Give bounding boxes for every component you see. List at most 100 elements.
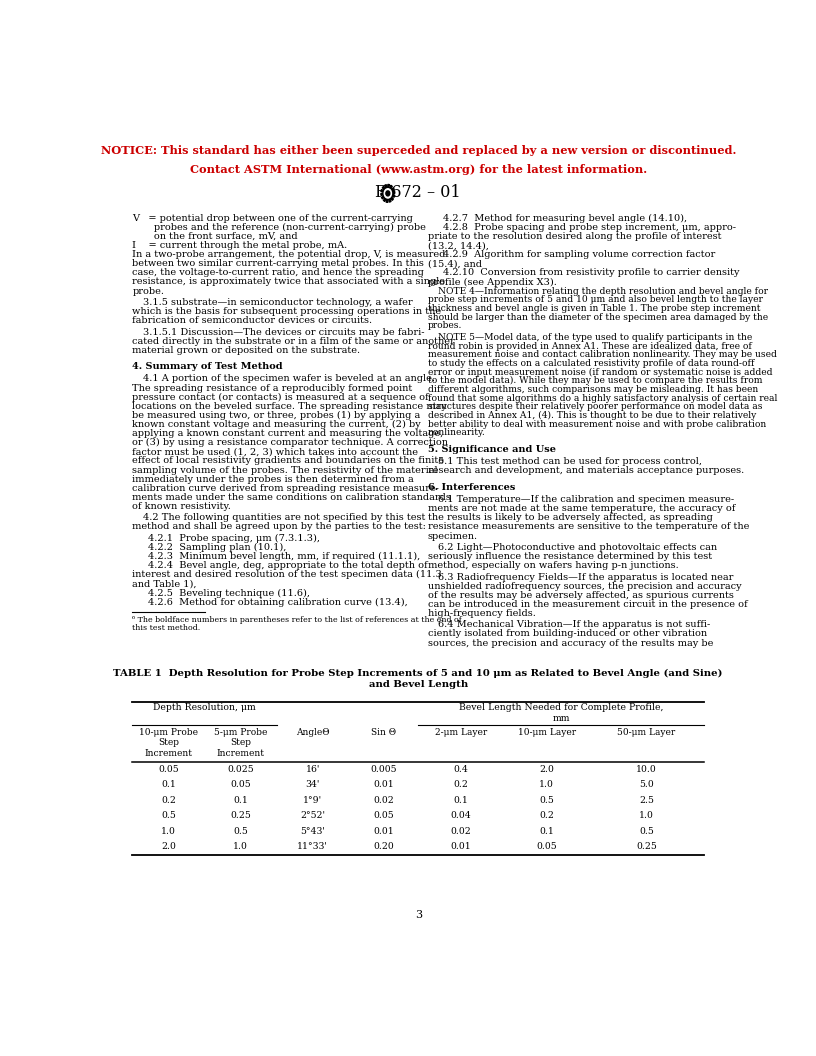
Text: 0.04: 0.04 bbox=[450, 811, 472, 821]
Text: 0.1: 0.1 bbox=[161, 780, 175, 790]
Text: 6.1 Temperature—If the calibration and specimen measure-: 6.1 Temperature—If the calibration and s… bbox=[438, 495, 734, 504]
Text: 4. Summary of Test Method: 4. Summary of Test Method bbox=[132, 362, 283, 371]
Text: 2.0: 2.0 bbox=[161, 843, 175, 851]
Text: 16': 16' bbox=[305, 765, 320, 774]
Text: ciently isolated from building-induced or other vibration: ciently isolated from building-induced o… bbox=[428, 629, 707, 639]
Text: thickness and bevel angle is given in Table 1. The probe step increment: thickness and bevel angle is given in Ta… bbox=[428, 304, 761, 313]
Text: ments are not made at the same temperature, the accuracy of: ments are not made at the same temperatu… bbox=[428, 504, 735, 513]
Text: AngleΘ: AngleΘ bbox=[295, 728, 330, 737]
Text: 4.2.2  Sampling plan (10.1),: 4.2.2 Sampling plan (10.1), bbox=[148, 543, 286, 552]
Text: this test method.: this test method. bbox=[132, 624, 201, 631]
Text: structures despite their relatively poorer performance on model data as: structures despite their relatively poor… bbox=[428, 402, 762, 411]
Text: research and development, and materials acceptance purposes.: research and development, and materials … bbox=[428, 467, 744, 475]
Text: different algorithms, such comparisons may be misleading. It has been: different algorithms, such comparisons m… bbox=[428, 385, 758, 394]
Text: Sin Θ: Sin Θ bbox=[370, 728, 396, 737]
Text: calibration curve derived from spreading resistance measure-: calibration curve derived from spreading… bbox=[132, 484, 439, 493]
Text: 0.25: 0.25 bbox=[230, 811, 251, 821]
Text: I    = current through the metal probe, mA.: I = current through the metal probe, mA. bbox=[132, 241, 348, 250]
Text: cated directly in the substrate or in a film of the same or another: cated directly in the substrate or in a … bbox=[132, 337, 455, 345]
Text: F 672 – 01: F 672 – 01 bbox=[375, 185, 461, 202]
Text: 2°52': 2°52' bbox=[300, 811, 325, 821]
Wedge shape bbox=[386, 200, 388, 203]
Text: 4.1 A portion of the specimen wafer is beveled at an angle.: 4.1 A portion of the specimen wafer is b… bbox=[143, 375, 435, 383]
Text: the results is likely to be adversely affected, as spreading: the results is likely to be adversely af… bbox=[428, 513, 712, 523]
Text: material grown or deposited on the substrate.: material grown or deposited on the subst… bbox=[132, 345, 361, 355]
Text: ⁶ The boldface numbers in parentheses refer to the list of references at the end: ⁶ The boldface numbers in parentheses re… bbox=[132, 617, 462, 624]
Text: 0.01: 0.01 bbox=[373, 827, 394, 835]
Text: profile (see Appendix X3).: profile (see Appendix X3). bbox=[428, 278, 557, 286]
Text: 50-μm Layer: 50-μm Layer bbox=[618, 728, 676, 737]
Text: high-frequency fields.: high-frequency fields. bbox=[428, 609, 535, 618]
Text: better ability to deal with measurement noise and with probe calibration: better ability to deal with measurement … bbox=[428, 419, 766, 429]
Text: 0.25: 0.25 bbox=[636, 843, 657, 851]
Text: 1.0: 1.0 bbox=[161, 827, 175, 835]
Text: error or input measurement noise (if random or systematic noise is added: error or input measurement noise (if ran… bbox=[428, 367, 772, 377]
Text: 0.02: 0.02 bbox=[450, 827, 472, 835]
Text: NOTICE: This standard has either been superceded and replaced by a new version o: NOTICE: This standard has either been su… bbox=[100, 146, 736, 156]
Wedge shape bbox=[381, 193, 384, 195]
Text: NOTE 4—Information relating the depth resolution and bevel angle for: NOTE 4—Information relating the depth re… bbox=[438, 286, 769, 296]
Wedge shape bbox=[390, 186, 392, 189]
Text: 4.2.7  Method for measuring bevel angle (14.10),: 4.2.7 Method for measuring bevel angle (… bbox=[443, 213, 687, 223]
Text: method and shall be agreed upon by the parties to the test:: method and shall be agreed upon by the p… bbox=[132, 523, 426, 531]
Text: 0.05: 0.05 bbox=[373, 811, 394, 821]
Text: interest and desired resolution of the test specimen data (11.3: interest and desired resolution of the t… bbox=[132, 570, 442, 580]
Text: 5°43': 5°43' bbox=[300, 827, 325, 835]
Wedge shape bbox=[385, 185, 387, 188]
Wedge shape bbox=[381, 189, 384, 192]
Text: method, especially on wafers having p-n junctions.: method, especially on wafers having p-n … bbox=[428, 561, 678, 570]
Text: 0.5: 0.5 bbox=[233, 827, 248, 835]
Wedge shape bbox=[388, 185, 389, 188]
Text: which is the basis for subsequent processing operations in the: which is the basis for subsequent proces… bbox=[132, 307, 441, 316]
Text: 6. Interferences: 6. Interferences bbox=[428, 483, 515, 492]
Text: 4.2 The following quantities are not specified by this test: 4.2 The following quantities are not spe… bbox=[143, 513, 425, 523]
Text: 0.025: 0.025 bbox=[227, 765, 254, 774]
Text: 1.0: 1.0 bbox=[233, 843, 248, 851]
Text: immediately under the probes is then determined from a: immediately under the probes is then det… bbox=[132, 474, 414, 484]
Text: 11°33': 11°33' bbox=[297, 843, 328, 851]
Text: 0.05: 0.05 bbox=[158, 765, 179, 774]
Text: be measured using two, or three, probes (1) by applying a: be measured using two, or three, probes … bbox=[132, 411, 420, 420]
Text: 4.2.8  Probe spacing and probe step increment, μm, appro-: 4.2.8 Probe spacing and probe step incre… bbox=[443, 223, 736, 232]
Text: measurement noise and contact calibration nonlinearity. They may be used: measurement noise and contact calibratio… bbox=[428, 351, 777, 359]
Text: mm: mm bbox=[552, 714, 570, 722]
Text: seriously influence the resistance determined by this test: seriously influence the resistance deter… bbox=[428, 552, 712, 561]
Text: In a two-probe arrangement, the potential drop, V, is measured: In a two-probe arrangement, the potentia… bbox=[132, 250, 446, 259]
Text: NOTE 5—Model data, of the type used to qualify participants in the: NOTE 5—Model data, of the type used to q… bbox=[438, 333, 752, 342]
Text: unshielded radiofrequency sources, the precision and accuracy: unshielded radiofrequency sources, the p… bbox=[428, 582, 741, 590]
Text: 34': 34' bbox=[305, 780, 320, 790]
Text: Increment: Increment bbox=[216, 749, 264, 758]
Text: 0.2: 0.2 bbox=[539, 811, 554, 821]
Text: sources, the precision and accuracy of the results may be: sources, the precision and accuracy of t… bbox=[428, 639, 713, 647]
Text: 5.0: 5.0 bbox=[639, 780, 654, 790]
Text: 0.1: 0.1 bbox=[539, 827, 554, 835]
Wedge shape bbox=[389, 199, 391, 202]
Text: to study the effects on a calculated resistivity profile of data round-off: to study the effects on a calculated res… bbox=[428, 359, 754, 367]
Text: 4.2.4  Bevel angle, deg, appropriate to the total depth of: 4.2.4 Bevel angle, deg, appropriate to t… bbox=[148, 561, 427, 570]
Text: and Table 1),: and Table 1), bbox=[132, 580, 197, 588]
Text: 0.05: 0.05 bbox=[230, 780, 251, 790]
Text: and Bevel Length: and Bevel Length bbox=[369, 680, 468, 690]
Text: 4.2.9  Algorithm for sampling volume correction factor: 4.2.9 Algorithm for sampling volume corr… bbox=[443, 250, 715, 259]
Text: 3.1.5 substrate—in semiconductor technology, a wafer: 3.1.5 substrate—in semiconductor technol… bbox=[143, 298, 413, 307]
Text: found that some algorithms do a highly satisfactory analysis of certain real: found that some algorithms do a highly s… bbox=[428, 394, 777, 402]
Text: 3: 3 bbox=[415, 910, 422, 921]
Text: 6.3 Radiofrequency Fields—If the apparatus is located near: 6.3 Radiofrequency Fields—If the apparat… bbox=[438, 572, 734, 582]
Text: described in Annex A1, (4). This is thought to be due to their relatively: described in Annex A1, (4). This is thou… bbox=[428, 411, 756, 420]
Text: probe step increments of 5 and 10 μm and also bevel length to the layer: probe step increments of 5 and 10 μm and… bbox=[428, 296, 763, 304]
Text: 4.2.6  Method for obtaining calibration curve (13.4),: 4.2.6 Method for obtaining calibration c… bbox=[148, 598, 407, 607]
Text: 3.1.5.1 Discussion—The devices or circuits may be fabri-: 3.1.5.1 Discussion—The devices or circui… bbox=[143, 327, 424, 337]
Text: (15.4), and: (15.4), and bbox=[428, 260, 481, 268]
Text: probe.: probe. bbox=[132, 286, 164, 296]
Text: resistance measurements are sensitive to the temperature of the: resistance measurements are sensitive to… bbox=[428, 523, 749, 531]
Text: can be introduced in the measurement circuit in the presence of: can be introduced in the measurement cir… bbox=[428, 600, 747, 609]
Text: 2-μm Layer: 2-μm Layer bbox=[435, 728, 487, 737]
Text: 0.01: 0.01 bbox=[373, 780, 394, 790]
Text: TABLE 1  Depth Resolution for Probe Step Increments of 5 and 10 μm as Related to: TABLE 1 Depth Resolution for Probe Step … bbox=[113, 668, 723, 678]
Text: of known resistivity.: of known resistivity. bbox=[132, 502, 231, 511]
Text: ments made under the same conditions on calibration standards: ments made under the same conditions on … bbox=[132, 493, 451, 502]
Text: case, the voltage-to-current ratio, and hence the spreading: case, the voltage-to-current ratio, and … bbox=[132, 268, 424, 278]
Text: 2.0: 2.0 bbox=[539, 765, 554, 774]
Text: probes.: probes. bbox=[428, 321, 462, 331]
Text: (13.2, 14.4),: (13.2, 14.4), bbox=[428, 241, 489, 250]
